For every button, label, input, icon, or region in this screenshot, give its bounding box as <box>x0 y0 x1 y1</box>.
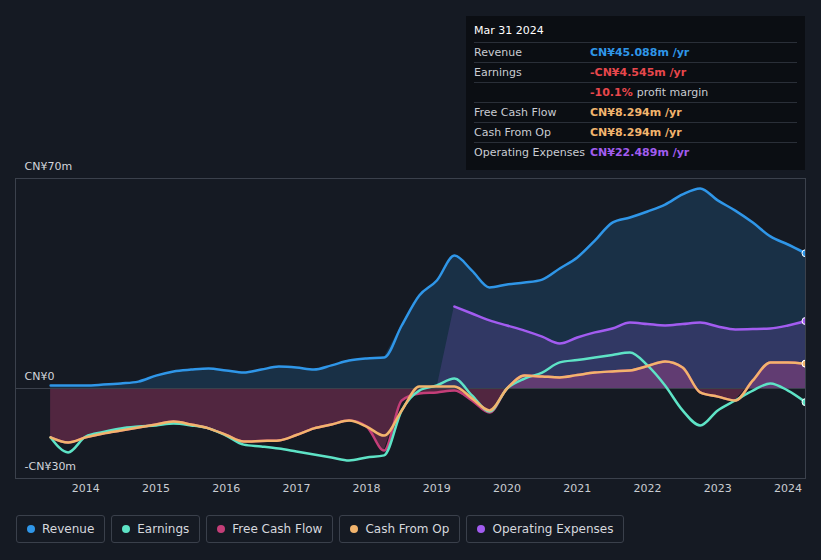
svg-text:2017: 2017 <box>282 482 310 495</box>
html-text:CN¥8.294m /yr: CN¥8.294m /yr <box>590 106 682 119</box>
svg-text:-CN¥30m: -CN¥30m <box>25 460 77 473</box>
html-text:CN¥22.489m /yr: CN¥22.489m /yr <box>590 146 690 159</box>
html-text:Mar 31 2024: Mar 31 2024 <box>474 24 544 37</box>
html-text:CN¥45.088m /yr: CN¥45.088m /yr <box>590 46 690 59</box>
html-text:Earnings: Earnings <box>474 66 522 79</box>
html-text:Cash From Op: Cash From Op <box>365 522 450 536</box>
html-text:Operating Expenses: Operating Expenses <box>492 522 614 536</box>
svg-text:2022: 2022 <box>634 482 662 495</box>
svg-text:2024: 2024 <box>774 482 802 495</box>
html-text:Cash From Op: Cash From Op <box>474 126 551 139</box>
svg-text:2020: 2020 <box>493 482 521 495</box>
svg-text:2023: 2023 <box>704 482 732 495</box>
html-text:CN¥8.294m /yr: CN¥8.294m /yr <box>590 126 682 139</box>
svg-text:2015: 2015 <box>142 482 170 495</box>
svg-text:2018: 2018 <box>353 482 381 495</box>
html-text:Revenue: Revenue <box>42 522 95 536</box>
svg-text:2019: 2019 <box>423 482 451 495</box>
html-text:Earnings: Earnings <box>137 522 190 536</box>
svg-text:2016: 2016 <box>212 482 240 495</box>
html-text:Operating Expenses: Operating Expenses <box>474 146 585 159</box>
svg-text:2014: 2014 <box>72 482 100 495</box>
html-text:Free Cash Flow: Free Cash Flow <box>232 522 323 536</box>
html-text:Free Cash Flow: Free Cash Flow <box>474 106 557 119</box>
svg-text:CN¥70m: CN¥70m <box>25 160 73 173</box>
html-text:-CN¥4.545m /yr: -CN¥4.545m /yr <box>590 66 687 79</box>
html-text:-10.1% profit margin: -10.1% profit margin <box>590 86 709 99</box>
svg-text:2021: 2021 <box>563 482 591 495</box>
html-text:Revenue: Revenue <box>474 46 522 59</box>
svg-text:CN¥0: CN¥0 <box>25 370 55 383</box>
